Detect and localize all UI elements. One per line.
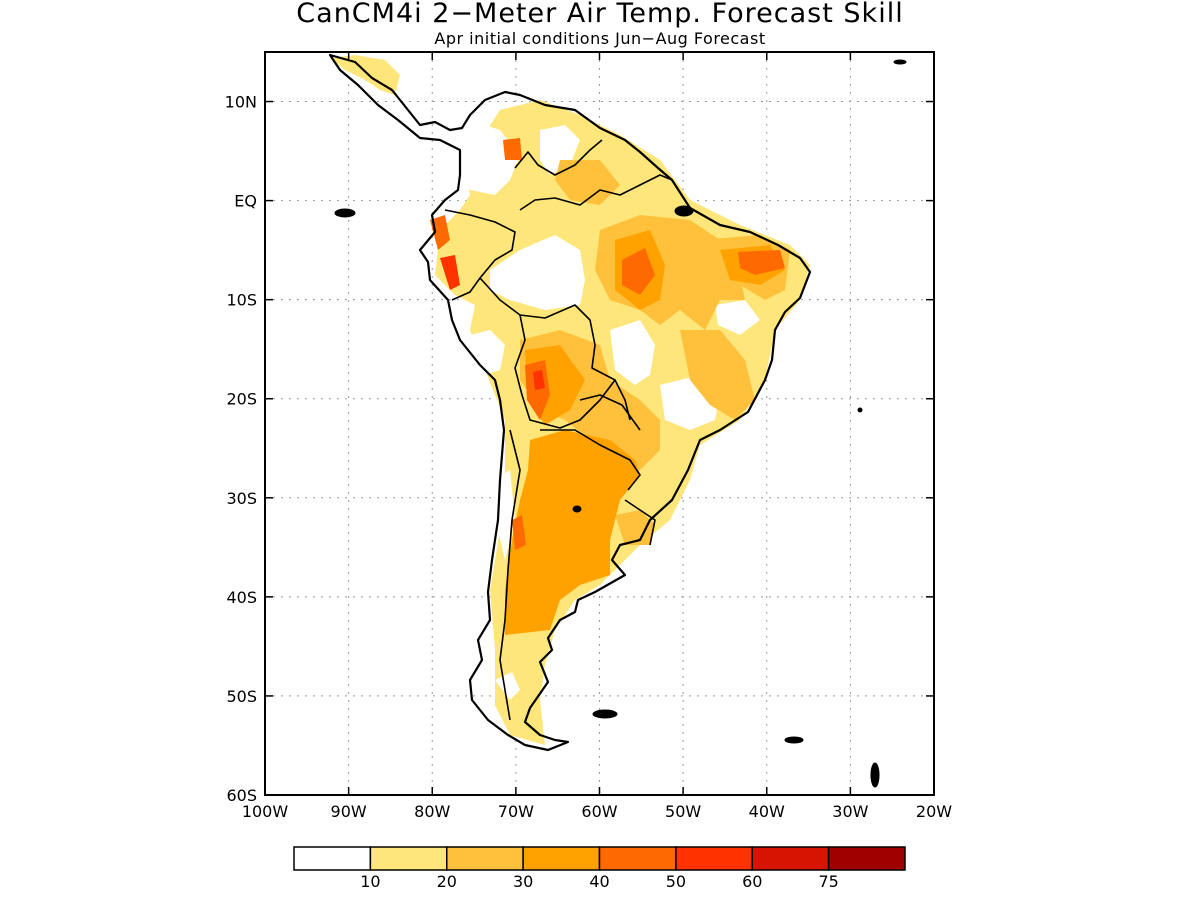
legend-swatch xyxy=(522,846,601,871)
skill-area-20-30-southeast xyxy=(680,330,755,420)
skill-area-40-50-amazon xyxy=(622,248,655,295)
lon-tick-label: 70W xyxy=(498,802,534,821)
skill-area-40-50-northeast xyxy=(738,250,785,275)
south-america-coastline xyxy=(328,53,812,752)
skill-area-50-60-peru xyxy=(440,255,460,290)
skill-area-low-amazon-west xyxy=(460,120,520,195)
skill-area-low-amazon xyxy=(490,235,585,310)
lon-tick-label: 100W xyxy=(242,802,289,821)
islands xyxy=(334,59,907,788)
lon-tick-label: 60W xyxy=(581,802,617,821)
skill-area-low-patagonia xyxy=(495,672,520,700)
lat-tick-label: 10S xyxy=(226,291,257,310)
axis-ticks: 100W 90W 80W 70W 60W 50W 40W 30W 20W 10N EQ 10S 20S 3… xyxy=(225,52,952,821)
skill-shading xyxy=(330,55,810,745)
legend-swatch xyxy=(293,846,372,871)
lon-tick-label: 40W xyxy=(749,802,785,821)
lon-tick-label: 20W xyxy=(916,802,952,821)
skill-area-20-30-venezuela xyxy=(555,160,620,205)
skill-area-low-northeast-brazil xyxy=(715,300,760,335)
skill-area-40-50-andes xyxy=(525,360,550,420)
color-legend: 10 20 30 40 50 60 75 xyxy=(293,846,906,891)
skill-area-40-50-chile xyxy=(512,515,526,550)
legend-label: 10 xyxy=(360,872,380,891)
figure-title: CanCM4i 2−Meter Air Temp. Forecast Skill xyxy=(296,0,903,29)
lon-tick-label: 90W xyxy=(331,802,367,821)
legend-label: 20 xyxy=(437,872,457,891)
legend-swatch xyxy=(446,846,524,871)
skill-area-50-60-bolivia xyxy=(533,370,545,390)
lat-tick-label: 50S xyxy=(226,687,257,706)
legend-label: 75 xyxy=(818,872,838,891)
legend-label: 50 xyxy=(666,872,686,891)
skill-area-low-central-brazil xyxy=(610,320,655,385)
lon-tick-label: 30W xyxy=(832,802,868,821)
legend-swatch xyxy=(751,846,830,871)
lat-tick-label: 40S xyxy=(226,588,257,607)
legend-label: 40 xyxy=(589,872,609,891)
lon-tick-label: 50W xyxy=(665,802,701,821)
lat-tick-label: 30S xyxy=(226,489,257,508)
legend-label: 30 xyxy=(513,872,533,891)
legend-swatch xyxy=(675,846,753,871)
skill-area-30-40-argentina xyxy=(505,430,640,635)
lat-tick-label: 20S xyxy=(226,390,257,409)
country-borders xyxy=(444,139,673,721)
map-area xyxy=(265,52,934,795)
legend-swatch xyxy=(369,846,448,871)
skill-area-40-50-peru xyxy=(430,215,450,250)
figure-subtitle: Apr initial conditions Jun−Aug Forecast xyxy=(434,29,765,48)
legend-swatch xyxy=(598,846,677,871)
lat-tick-label: 60S xyxy=(226,786,257,805)
skill-area-40-50-venezuela xyxy=(503,138,522,160)
legend-label: 60 xyxy=(742,872,762,891)
lat-tick-label: EQ xyxy=(234,192,257,211)
lat-tick-label: 10N xyxy=(225,93,257,112)
lon-tick-label: 80W xyxy=(414,802,450,821)
skill-area-20-30-uruguay xyxy=(615,510,655,545)
legend-swatch xyxy=(827,846,906,871)
